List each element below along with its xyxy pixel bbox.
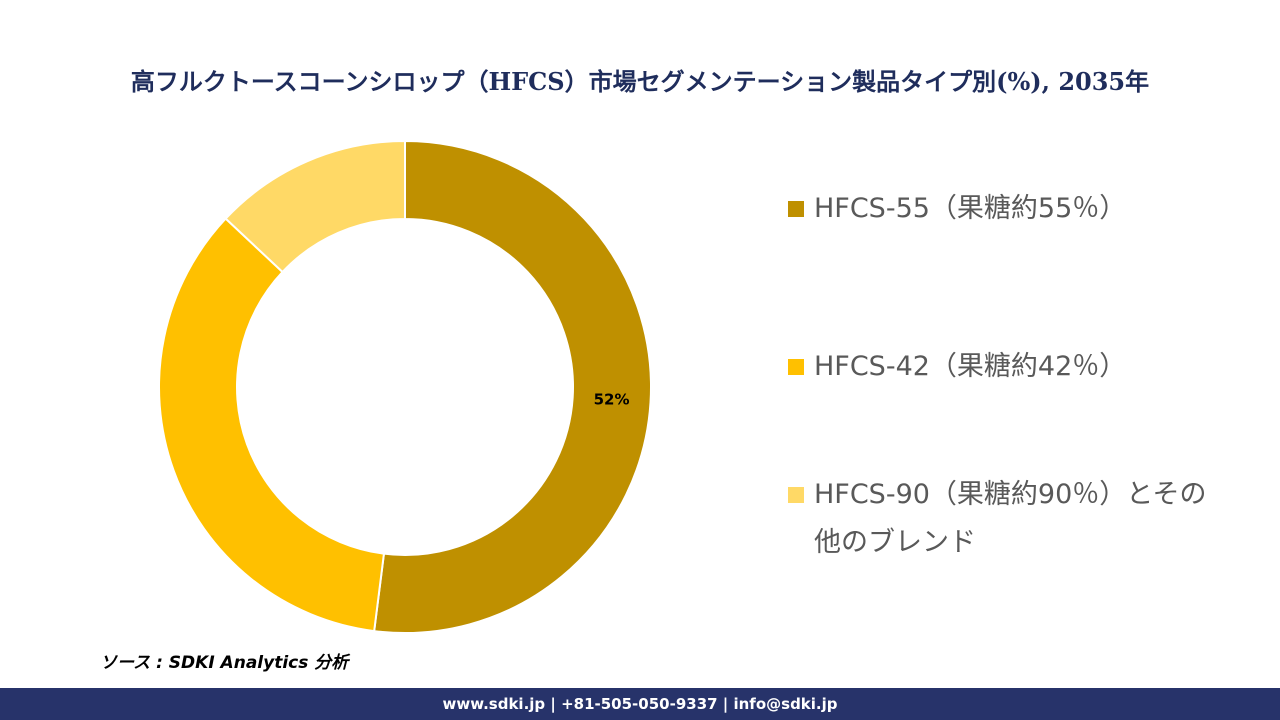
data-label: 52% <box>594 390 630 408</box>
legend-label: HFCS-90（果糖約90％）とその他のブレンド <box>814 479 1207 558</box>
legend-swatch <box>788 487 804 503</box>
legend-label: HFCS-55（果糖約55％） <box>814 193 1127 224</box>
legend-swatch <box>788 201 804 217</box>
legend-item: HFCS-55（果糖約55％） <box>788 185 1208 233</box>
donut-segment <box>224 139 406 274</box>
chart-title: 高フルクトースコーンシロップ（HFCS）市場セグメンテーション製品タイプ別(%)… <box>130 67 1150 96</box>
donut-segment <box>373 139 652 634</box>
legend: HFCS-55（果糖約55％） HFCS-42（果糖約42％） HFCS-90（果糖… <box>788 185 1208 677</box>
legend-item: HFCS-42（果糖約42％） <box>788 343 1208 391</box>
donut-segment <box>158 217 386 633</box>
footer: www.sdki.jp | +81-505-050-9337 | info@sd… <box>0 688 1280 720</box>
legend-item: HFCS-90（果糖約90％）とその他のブレンド <box>788 471 1208 567</box>
source: ソース : SDKI Analytics 分析 <box>100 653 349 673</box>
legend-swatch <box>788 359 804 375</box>
legend-label: HFCS-42（果糖約42％） <box>814 351 1127 382</box>
